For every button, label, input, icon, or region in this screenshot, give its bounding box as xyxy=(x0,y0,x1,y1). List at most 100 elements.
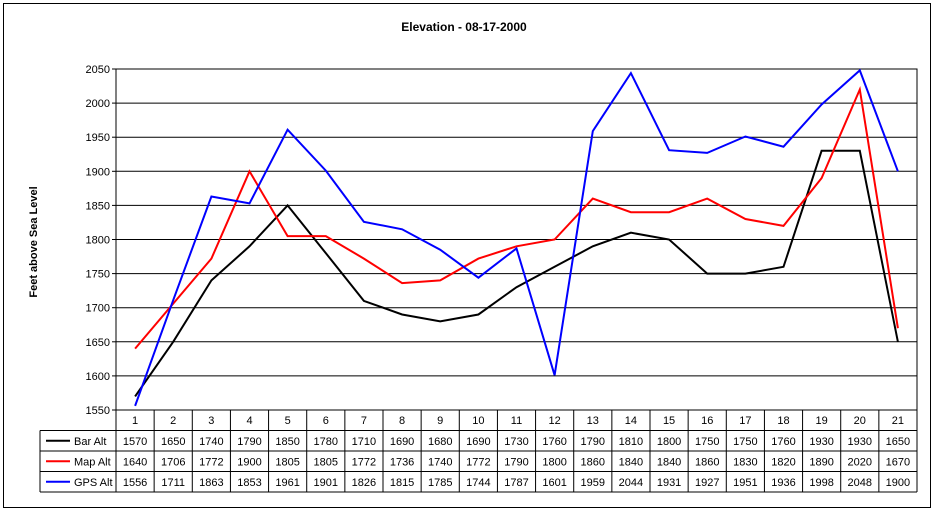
data-label: 1826 xyxy=(352,477,376,489)
data-label: 1760 xyxy=(542,436,566,448)
x-tick-label: 6 xyxy=(323,415,329,427)
y-tick-label: 2050 xyxy=(86,64,110,76)
x-tick-label: 5 xyxy=(285,415,291,427)
data-label: 1690 xyxy=(466,436,490,448)
data-label: 1785 xyxy=(428,477,452,489)
x-tick-label: 3 xyxy=(208,415,214,427)
x-tick-label: 4 xyxy=(246,415,252,427)
series-line xyxy=(134,68,899,407)
data-label: 1853 xyxy=(237,477,261,489)
x-tick-label: 18 xyxy=(777,415,789,427)
data-label: 1815 xyxy=(390,477,414,489)
grid-lines xyxy=(112,68,918,411)
y-tick-label: 1600 xyxy=(86,371,110,383)
data-label: 1863 xyxy=(199,477,223,489)
data-label: 1750 xyxy=(733,436,757,448)
data-label: 1830 xyxy=(733,456,757,468)
x-tick-label: 11 xyxy=(511,415,522,427)
data-label: 1640 xyxy=(123,456,147,468)
data-label: 1998 xyxy=(809,477,833,489)
data-label: 1900 xyxy=(237,456,261,468)
data-label: 2044 xyxy=(619,477,643,489)
data-label: 1772 xyxy=(199,456,223,468)
y-tick-label: 1750 xyxy=(86,269,110,281)
data-label: 1930 xyxy=(809,436,833,448)
data-label: 1901 xyxy=(314,477,338,489)
data-label: 1711 xyxy=(161,477,185,489)
data-label: 1601 xyxy=(542,477,566,489)
data-label: 1805 xyxy=(275,456,299,468)
x-tick-label: 2 xyxy=(170,415,176,427)
series-line xyxy=(134,85,899,350)
data-label: 1820 xyxy=(771,456,795,468)
data-label: 1556 xyxy=(123,477,147,489)
x-tick-label: 20 xyxy=(854,415,866,427)
data-label: 1805 xyxy=(314,456,338,468)
series-lines xyxy=(134,68,899,407)
data-label: 1787 xyxy=(504,477,528,489)
x-tick-label: 17 xyxy=(739,415,751,427)
x-tick-label: 15 xyxy=(663,415,675,427)
x-tick-label: 14 xyxy=(625,415,637,427)
x-tick-label: 21 xyxy=(892,415,904,427)
y-tick-label: 1850 xyxy=(86,200,110,212)
legend-label: Bar Alt xyxy=(74,436,106,448)
data-label: 1730 xyxy=(504,436,528,448)
series-line xyxy=(134,149,899,397)
data-label: 1650 xyxy=(886,436,910,448)
data-label: 1740 xyxy=(199,436,223,448)
data-label: 1670 xyxy=(886,456,910,468)
data-label: 1860 xyxy=(695,456,719,468)
data-label: 1750 xyxy=(695,436,719,448)
data-label: 1760 xyxy=(771,436,795,448)
data-label: 1951 xyxy=(733,477,757,489)
data-label: 1740 xyxy=(428,456,452,468)
data-label: 1800 xyxy=(657,436,681,448)
y-tick-label: 1700 xyxy=(86,303,110,315)
x-tick-label: 8 xyxy=(399,415,405,427)
legend-label: GPS Alt xyxy=(74,477,113,489)
data-label: 1706 xyxy=(161,456,185,468)
data-label: 1680 xyxy=(428,436,452,448)
x-tick-label: 1 xyxy=(132,415,138,427)
data-label: 1690 xyxy=(390,436,414,448)
data-label: 1959 xyxy=(581,477,605,489)
data-label: 1840 xyxy=(657,456,681,468)
x-tick-label: 12 xyxy=(549,415,561,427)
y-tick-label: 1950 xyxy=(86,132,110,144)
chart-title: Elevation - 08-17-2000 xyxy=(401,20,527,34)
data-label: 2048 xyxy=(848,477,872,489)
data-label: 1927 xyxy=(695,477,719,489)
data-label: 1930 xyxy=(848,436,872,448)
data-label: 2020 xyxy=(848,456,872,468)
data-label: 1790 xyxy=(504,456,528,468)
data-label: 1850 xyxy=(275,436,299,448)
data-label: 1890 xyxy=(809,456,833,468)
x-tick-label: 7 xyxy=(361,415,367,427)
legend-label: Map Alt xyxy=(74,456,111,468)
data-label: 1736 xyxy=(390,456,414,468)
data-label: 1790 xyxy=(581,436,605,448)
y-tick-label: 1900 xyxy=(86,166,110,178)
chart-frame: Elevation - 08-17-2000 Feet above Sea Le… xyxy=(3,3,931,508)
y-tick-labels: 1550 1600 1650 1700 1750 1800 1850 1900 1950 2000… xyxy=(86,64,110,417)
x-tick-label: 10 xyxy=(472,415,484,427)
data-label: 1810 xyxy=(619,436,643,448)
y-tick-label: 1650 xyxy=(86,337,110,349)
data-label: 1936 xyxy=(771,477,795,489)
data-label: 1710 xyxy=(352,436,376,448)
data-label: 1840 xyxy=(619,456,643,468)
data-label: 1790 xyxy=(237,436,261,448)
elevation-chart: Elevation - 08-17-2000 Feet above Sea Le… xyxy=(28,20,918,493)
data-label: 1961 xyxy=(275,477,299,489)
data-label: 1772 xyxy=(352,456,376,468)
x-tick-label: 13 xyxy=(587,415,599,427)
data-label: 1900 xyxy=(886,477,910,489)
x-tick-label: 9 xyxy=(437,415,443,427)
y-tick-label: 2000 xyxy=(86,98,110,110)
y-tick-label: 1550 xyxy=(86,405,110,417)
data-label: 1570 xyxy=(123,436,147,448)
x-tick-label: 19 xyxy=(816,415,828,427)
data-label: 1860 xyxy=(581,456,605,468)
